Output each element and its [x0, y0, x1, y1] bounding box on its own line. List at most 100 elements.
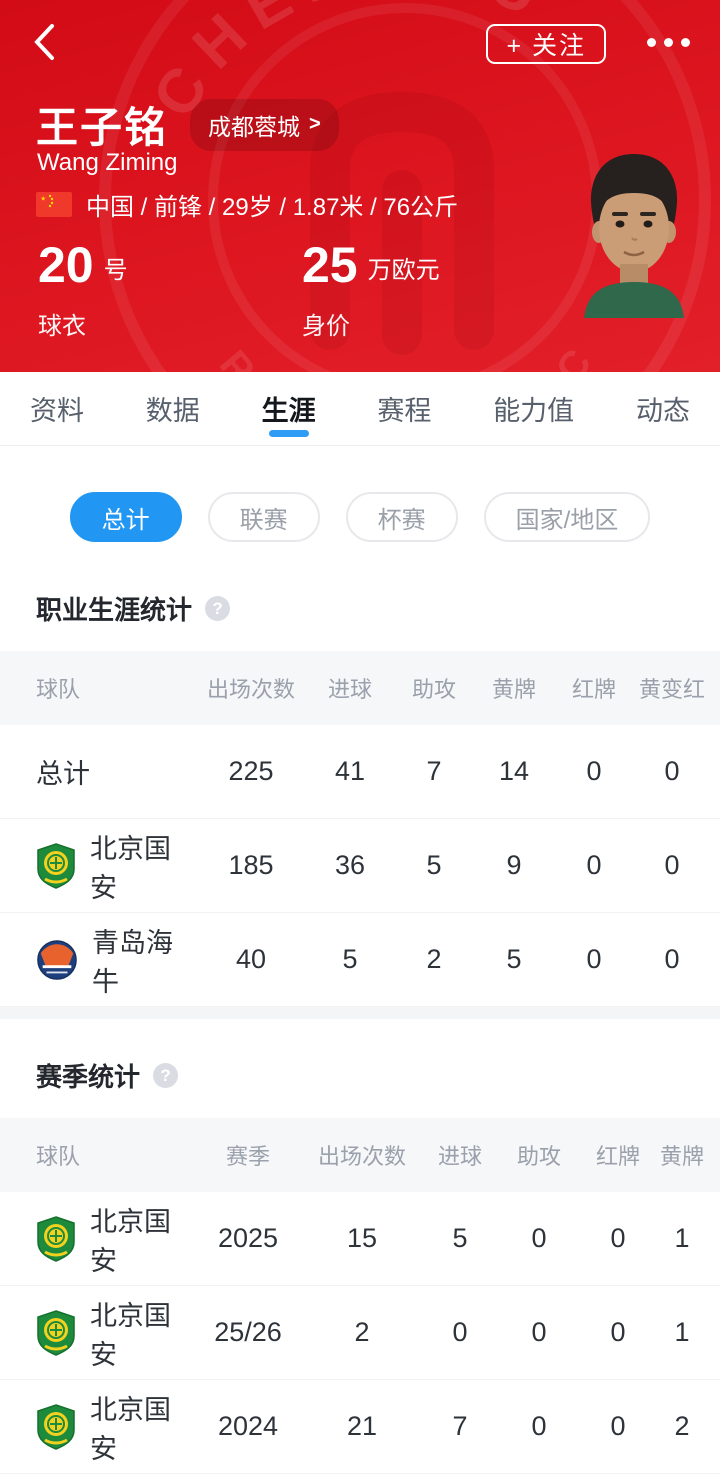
stat-value: 5	[426, 850, 442, 880]
filter-pill-3[interactable]: 国家/地区	[483, 492, 651, 542]
stat-value: 0	[610, 1317, 626, 1347]
stat-value: 1	[674, 1317, 690, 1347]
team-cell: 青岛海牛	[36, 921, 196, 999]
column-header: 出场次数	[317, 1144, 406, 1169]
team-name: 北京国安	[90, 1300, 171, 1370]
stat-value: 7	[452, 1411, 468, 1441]
stat-value: 0	[664, 850, 680, 880]
stat-value: 0	[664, 944, 680, 974]
stat-value: 0	[664, 756, 680, 786]
season-table-header: 球队 赛季 出场次数 进球 助攻 红牌 黄牌	[0, 1118, 720, 1192]
stat-value: 9	[506, 850, 522, 880]
player-header: CHENGDU RONGCHENG FC + 关注 王子铭 成都蓉城 > Wan…	[0, 0, 720, 372]
stat-value: 15	[346, 1223, 378, 1253]
team-name: 总计	[36, 759, 90, 789]
career-section-title: 职业生涯统计 ?	[36, 590, 720, 627]
stat-value: 5	[506, 944, 522, 974]
tab-0[interactable]: 资料	[30, 372, 84, 445]
filter-pill-2[interactable]: 杯赛	[345, 492, 458, 542]
filter-pill-1[interactable]: 联赛	[207, 492, 320, 542]
tab-2[interactable]: 生涯	[262, 372, 316, 445]
market-value-unit: 万欧元	[367, 257, 440, 284]
market-value-stat: 25 万欧元 身价	[302, 240, 440, 341]
stat-value: 0	[586, 944, 602, 974]
china-flag-icon	[36, 192, 72, 217]
dot-icon	[681, 38, 690, 47]
table-row[interactable]: 北京国安 2025 15 5 0 0 1	[0, 1192, 720, 1286]
stat-value: 0	[531, 1223, 547, 1253]
table-row[interactable]: 北京国安 185 36 5 9 0 0	[0, 819, 720, 913]
career-table-body: 总计 225 41 7 14 0 0 北京国安 185 36 5 9 0 0 青岛海牛 40 5 2 5 0 0	[0, 725, 720, 1007]
stat-value: 0	[531, 1411, 547, 1441]
season-section-title: 赛季统计 ?	[36, 1057, 720, 1094]
stat-value: 2024	[217, 1411, 279, 1441]
jersey-unit: 号	[103, 257, 128, 284]
stat-value: 185	[228, 850, 274, 880]
stat-value: 5	[452, 1223, 468, 1253]
section-divider	[0, 1007, 720, 1019]
player-photo	[584, 154, 684, 318]
table-row[interactable]: 北京国安 2024 21 7 0 0 2	[0, 1380, 720, 1474]
stat-value: 0	[610, 1223, 626, 1253]
jersey-label: 球衣	[38, 313, 86, 340]
table-row[interactable]: 青岛海牛 40 5 2 5 0 0	[0, 913, 720, 1007]
team-chip[interactable]: 成都蓉城 >	[190, 98, 339, 151]
stat-value: 0	[586, 850, 602, 880]
stat-value: 0	[452, 1317, 468, 1347]
jersey-number: 20	[38, 237, 94, 293]
team-cell: 北京国安	[36, 1388, 196, 1466]
column-header: 出场次数	[206, 677, 295, 702]
team-chip-label: 成都蓉城	[208, 113, 301, 140]
tab-4[interactable]: 能力值	[493, 372, 574, 445]
column-header: 进球	[327, 677, 372, 702]
market-value-label: 身价	[302, 313, 350, 340]
team-badge-guoan-icon	[36, 842, 76, 889]
column-header: 助攻	[516, 1144, 561, 1169]
stat-value: 36	[334, 850, 366, 880]
column-header: 红牌	[595, 1144, 640, 1169]
active-tab-underline	[268, 430, 309, 437]
back-button[interactable]	[22, 20, 66, 64]
season-title-text: 赛季统计	[36, 1062, 141, 1092]
column-header: 红牌	[571, 677, 616, 702]
follow-label: + 关注	[506, 32, 586, 60]
player-name: 王子铭	[36, 104, 169, 151]
follow-button[interactable]: + 关注	[486, 24, 606, 64]
scope-filters: 总计 联赛 杯赛 国家/地区	[0, 492, 720, 542]
more-menu-button[interactable]	[643, 30, 694, 55]
stat-value: 2	[354, 1317, 370, 1347]
dot-icon	[664, 38, 673, 47]
filter-pill-0[interactable]: 总计	[69, 492, 182, 542]
table-row[interactable]: 北京国安 25/26 2 0 0 0 1	[0, 1286, 720, 1380]
help-icon[interactable]: ?	[205, 596, 231, 621]
team-cell: 总计	[36, 752, 196, 791]
stat-value: 40	[235, 944, 267, 974]
jersey-stat: 20 号 球衣	[38, 240, 128, 341]
player-name-en: Wang Ziming	[37, 149, 178, 176]
column-header: 助攻	[411, 677, 456, 702]
stat-value: 2	[674, 1411, 690, 1441]
column-header: 黄牌	[491, 677, 536, 702]
stat-value: 21	[346, 1411, 378, 1441]
tab-5[interactable]: 动态	[636, 372, 690, 445]
column-header: 赛季	[225, 1144, 270, 1169]
column-header: 球队	[36, 1144, 81, 1169]
dot-icon	[647, 38, 656, 47]
column-header: 黄牌	[659, 1144, 704, 1169]
help-icon[interactable]: ?	[153, 1063, 179, 1088]
tab-1[interactable]: 数据	[146, 372, 200, 445]
table-row[interactable]: 总计 225 41 7 14 0 0	[0, 725, 720, 819]
stat-value: 1	[674, 1223, 690, 1253]
stat-value: 41	[334, 756, 366, 786]
career-table-header: 球队 出场次数 进球 助攻 黄牌 红牌 黄变红	[0, 651, 720, 725]
stat-value: 0	[610, 1411, 626, 1441]
team-badge-guoan-icon	[36, 1215, 76, 1262]
profile-tabbar: 资料 数据 生涯 赛程 能力值 动态	[0, 372, 720, 446]
stat-value: 0	[586, 756, 602, 786]
tab-3[interactable]: 赛程	[377, 372, 431, 445]
career-title-text: 职业生涯统计	[36, 595, 193, 625]
team-badge-guoan-icon	[36, 1309, 76, 1356]
team-name: 北京国安	[90, 833, 171, 903]
team-cell: 北京国安	[36, 827, 196, 905]
back-chevron-icon	[34, 24, 54, 60]
